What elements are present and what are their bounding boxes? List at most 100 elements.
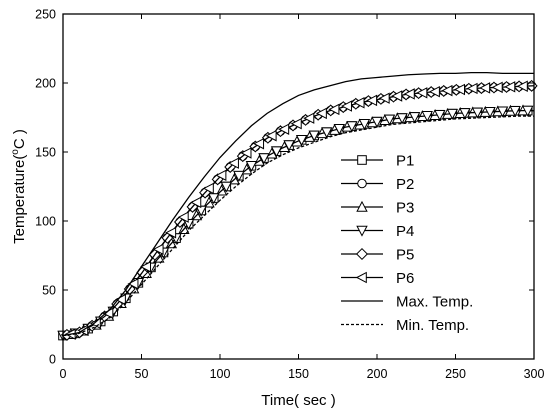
data-point xyxy=(366,94,378,107)
data-point xyxy=(321,127,333,139)
legend-marker xyxy=(355,271,367,284)
y-tick-label: 50 xyxy=(42,284,56,298)
data-point xyxy=(258,153,270,165)
series-7 xyxy=(62,72,534,337)
legend-label: P5 xyxy=(396,247,414,264)
data-point xyxy=(504,81,516,93)
data-point xyxy=(245,161,258,172)
data-point xyxy=(177,211,189,223)
data-point xyxy=(127,278,139,290)
data-point xyxy=(295,135,308,147)
x-tick-label: 300 xyxy=(524,367,545,381)
data-point xyxy=(308,130,320,142)
legend-marker xyxy=(355,247,369,261)
data-point xyxy=(371,116,383,128)
data-point xyxy=(378,92,390,104)
legend-marker xyxy=(357,155,367,165)
y-axis-title-suffix: C ) xyxy=(11,129,28,149)
y-tick-label: 200 xyxy=(35,77,56,91)
legend-label: Min. Temp. xyxy=(396,317,469,334)
series-line xyxy=(62,72,534,337)
data-point xyxy=(434,109,446,121)
legend-label: P1 xyxy=(396,153,414,170)
data-point xyxy=(333,124,346,135)
data-point xyxy=(270,146,283,158)
data-point xyxy=(484,107,496,119)
data-point xyxy=(466,82,478,95)
data-point xyxy=(521,105,534,117)
data-point xyxy=(471,107,484,119)
data-point xyxy=(283,140,295,152)
legend: P1 P2 P3 P4 P5 P6 Max. Temp. Min. Temp. xyxy=(341,153,473,334)
series-8 xyxy=(62,115,534,337)
data-point xyxy=(383,114,396,126)
data-point xyxy=(140,261,152,273)
legend-label: P2 xyxy=(396,176,414,193)
x-tick-label: 100 xyxy=(210,367,231,381)
y-axis-title-prefix: Temperature( xyxy=(11,155,28,244)
y-tick-label: 250 xyxy=(35,8,56,22)
data-point xyxy=(346,121,358,133)
data-point xyxy=(459,108,471,120)
x-tick-label: 250 xyxy=(445,367,466,381)
data-point xyxy=(454,83,466,96)
data-point xyxy=(227,157,239,169)
x-tick-label: 0 xyxy=(60,367,67,381)
x-axis-title: Time( sec ) xyxy=(261,392,335,409)
y-axis-title: Temperature(oC ) xyxy=(10,129,28,244)
legend-item: P4 xyxy=(341,223,414,240)
data-point xyxy=(190,196,202,209)
data-point xyxy=(421,111,433,123)
data-point xyxy=(315,107,327,120)
data-point xyxy=(396,113,408,125)
data-point xyxy=(265,129,277,142)
data-point xyxy=(303,112,315,124)
data-point xyxy=(403,88,415,100)
data-point xyxy=(202,182,214,195)
data-point xyxy=(353,97,365,109)
data-point xyxy=(220,181,233,193)
y-axis-title-degree: o xyxy=(10,149,21,155)
data-point xyxy=(278,123,290,135)
data-point xyxy=(391,90,403,102)
data-point xyxy=(215,169,227,182)
data-point xyxy=(428,85,440,98)
data-point xyxy=(240,147,252,159)
series-line xyxy=(62,115,534,337)
data-point xyxy=(496,106,509,118)
y-tick-label: 150 xyxy=(35,146,56,160)
legend-item: P1 xyxy=(341,153,414,170)
x-tick-label: 200 xyxy=(367,367,388,381)
legend-item: Min. Temp. xyxy=(341,317,469,334)
data-point xyxy=(491,81,503,94)
legend-item: P5 xyxy=(341,247,414,264)
data-point xyxy=(165,227,177,239)
x-tick-label: 150 xyxy=(288,367,309,381)
legend-marker xyxy=(356,225,368,237)
data-point xyxy=(253,137,265,150)
data-point xyxy=(479,82,491,94)
data-point xyxy=(358,119,371,131)
legend-label: Max. Temp. xyxy=(396,294,473,311)
data-point xyxy=(152,243,164,256)
data-point xyxy=(441,84,453,97)
data-point xyxy=(290,117,302,130)
legend-item: P2 xyxy=(341,176,414,193)
data-point xyxy=(446,108,459,120)
data-point xyxy=(408,112,421,124)
x-tick-label: 50 xyxy=(135,367,149,381)
axis-ticks: 0 50 100 150 200 250 300 0 50 100 150 200 250 xyxy=(35,8,544,382)
data-point xyxy=(416,87,428,99)
data-point xyxy=(233,170,245,182)
data-point xyxy=(516,80,528,92)
y-tick-label: 100 xyxy=(35,215,56,229)
legend-item: Max. Temp. xyxy=(341,294,473,311)
data-point xyxy=(509,105,521,117)
y-tick-label: 0 xyxy=(49,353,56,367)
data-point xyxy=(328,103,340,116)
legend-label: P4 xyxy=(396,223,414,240)
data-point xyxy=(340,100,352,112)
legend-marker xyxy=(356,200,368,212)
legend-marker xyxy=(357,178,367,189)
